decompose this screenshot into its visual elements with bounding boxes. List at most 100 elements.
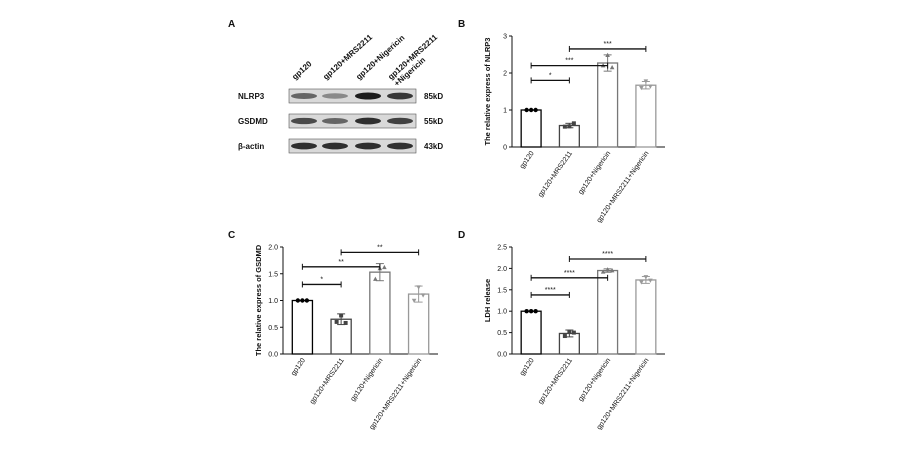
significance-label: *	[549, 72, 552, 79]
blot-band	[355, 142, 381, 150]
data-point	[382, 264, 387, 270]
y-tick-label: 2.5	[497, 245, 507, 252]
data-point	[295, 298, 301, 303]
bar	[520, 109, 542, 148]
panel-label-c: C	[228, 230, 235, 241]
blot-strip	[288, 88, 417, 104]
data-point	[343, 320, 348, 325]
blot-band	[322, 142, 348, 150]
x-tick-label: gp120	[519, 150, 536, 170]
data-point	[639, 86, 644, 91]
blot-band	[387, 142, 413, 150]
size-label: 85kD	[424, 92, 443, 101]
y-tick-label: 1.0	[497, 309, 507, 316]
blot-band	[291, 117, 317, 125]
bar	[635, 279, 657, 355]
x-tick-label: gp120+MRS2211	[537, 357, 574, 405]
data-point	[533, 107, 538, 113]
panel-label-a: A	[228, 19, 235, 30]
data-point	[562, 334, 567, 339]
data-point	[605, 267, 610, 272]
data-point	[605, 52, 610, 58]
data-point	[609, 268, 615, 273]
blot-band	[355, 117, 381, 125]
blot-band	[322, 93, 348, 99]
data-point	[339, 313, 344, 318]
size-label: 43kD	[424, 142, 443, 151]
y-tick-label: 2.0	[268, 245, 278, 252]
y-tick-label: 2	[503, 71, 507, 78]
y-tick-label: 2.0	[497, 266, 507, 273]
y-tick-label: 1.0	[268, 298, 278, 305]
y-tick-label: 1.5	[268, 271, 278, 278]
data-point	[420, 293, 426, 298]
western-blot: gp120 gp120+MRS2211gp120+Nigericingp120+M…	[238, 32, 443, 154]
protein-label: GSDMD	[238, 117, 268, 126]
significance-label: ***	[565, 58, 573, 65]
bar	[597, 269, 619, 355]
bar	[407, 293, 430, 355]
blot-strip	[288, 138, 417, 154]
size-label: 55kD	[424, 117, 443, 126]
data-point	[600, 269, 606, 274]
data-point	[643, 275, 649, 280]
significance-label: **	[338, 259, 344, 266]
data-point	[411, 298, 417, 303]
panel-label-b: B	[458, 19, 465, 30]
x-tick-label: gp120	[290, 357, 307, 377]
bar	[291, 299, 314, 355]
data-point	[524, 107, 529, 113]
bar	[558, 124, 580, 148]
blot-band	[291, 142, 317, 150]
significance-label: **	[377, 244, 383, 251]
y-tick-label: 0.0	[268, 352, 278, 359]
y-tick-label: 0.5	[268, 325, 278, 332]
data-point	[567, 329, 572, 334]
x-tick-label: gp120+Nigericin	[350, 357, 385, 403]
blot-band	[355, 92, 381, 100]
y-axis-label: The relative express of NLRP3	[483, 38, 492, 146]
y-axis-label: LDH release	[483, 279, 492, 322]
y-tick-label: 0	[503, 145, 507, 152]
bar	[369, 271, 391, 355]
significance-label: *	[320, 276, 323, 283]
x-tick-label: gp120+Nigericin	[577, 357, 612, 403]
data-point	[528, 107, 534, 113]
data-point	[648, 84, 653, 89]
bar	[520, 310, 542, 355]
lane-label-line: gp120	[290, 59, 314, 82]
data-point	[533, 309, 538, 314]
data-point	[571, 330, 576, 335]
y-tick-label: 0.5	[497, 330, 507, 337]
data-point	[609, 64, 615, 70]
x-tick-label: gp120+MRS2211	[537, 150, 574, 198]
y-tick-label: 3	[503, 34, 507, 41]
panel-label-d: D	[458, 230, 465, 241]
data-point	[524, 309, 529, 314]
significance-label: ****	[564, 270, 575, 277]
protein-label: β-actin	[238, 142, 264, 151]
lane-label: gp120	[290, 59, 314, 82]
x-tick-label: gp120	[519, 357, 536, 377]
data-point	[567, 124, 572, 129]
data-point	[334, 319, 339, 324]
y-tick-label: 1.5	[497, 287, 507, 294]
bar	[635, 84, 657, 148]
x-tick-label: gp120+Nigericin	[577, 150, 612, 196]
protein-label: NLRP3	[238, 92, 265, 101]
data-point	[648, 278, 653, 283]
blot-band	[322, 118, 348, 124]
blot-band	[387, 117, 413, 125]
bar	[597, 62, 619, 148]
data-point	[300, 298, 305, 303]
data-point	[639, 280, 644, 285]
x-tick-label: gp120+MRS2211	[309, 357, 346, 405]
blot-band	[291, 93, 317, 99]
data-point	[304, 298, 310, 303]
y-axis-label: The relative express of GSDMD	[254, 244, 263, 356]
data-point	[571, 121, 576, 126]
data-point	[416, 285, 421, 290]
